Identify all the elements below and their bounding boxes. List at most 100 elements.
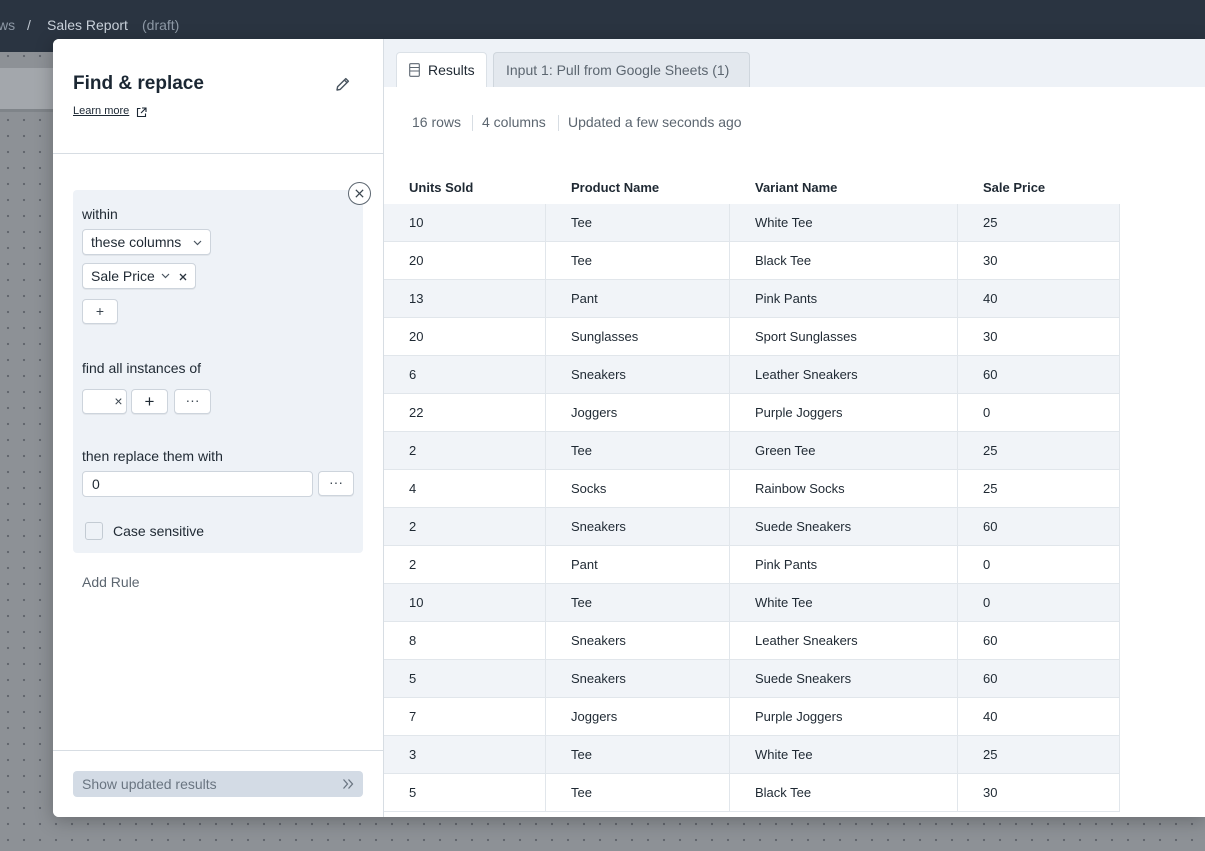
learn-more-link[interactable]: Learn more xyxy=(73,105,130,117)
table-cell[interactable]: 2 xyxy=(409,443,417,458)
column-divider xyxy=(545,318,546,356)
table-cell[interactable]: Sneakers xyxy=(571,633,626,648)
table-cell[interactable]: Pant xyxy=(571,291,598,306)
table-cell[interactable]: White Tee xyxy=(755,595,813,610)
table-cell[interactable]: White Tee xyxy=(755,215,813,230)
table-cell[interactable]: 25 xyxy=(983,747,998,762)
case-sensitive-checkbox[interactable] xyxy=(85,522,103,540)
table-cell[interactable]: 10 xyxy=(409,215,424,230)
column-divider xyxy=(957,432,958,470)
table-cell[interactable]: Pink Pants xyxy=(755,291,818,306)
column-header[interactable]: Variant Name xyxy=(755,180,838,195)
table-cell[interactable]: 20 xyxy=(409,253,424,268)
breadcrumb-previous[interactable]: ws xyxy=(0,17,16,33)
replace-value-input[interactable] xyxy=(82,471,313,497)
table-cell[interactable]: 60 xyxy=(983,633,998,648)
table-cell[interactable]: 60 xyxy=(983,519,998,534)
table-cell[interactable]: 3 xyxy=(409,747,417,762)
remove-rule-button[interactable] xyxy=(348,182,371,205)
table-cell[interactable]: Sunglasses xyxy=(571,329,639,344)
add-rule-button[interactable]: Add Rule xyxy=(82,574,140,590)
tab-input-google-sheets[interactable]: Input 1: Pull from Google Sheets (1) xyxy=(493,52,750,87)
table-cell[interactable]: 13 xyxy=(409,291,424,306)
column-divider xyxy=(957,660,958,698)
table-cell[interactable]: Pant xyxy=(571,557,598,572)
table-cell[interactable]: Suede Sneakers xyxy=(755,519,852,534)
column-header[interactable]: Sale Price xyxy=(983,180,1046,195)
table-cell[interactable]: 0 xyxy=(983,405,991,420)
table-cell[interactable]: 25 xyxy=(983,481,998,496)
table-cell[interactable]: Purple Joggers xyxy=(755,709,843,724)
table-cell[interactable]: 0 xyxy=(983,595,991,610)
table-cell[interactable]: 30 xyxy=(983,785,998,800)
table-cell[interactable]: Tee xyxy=(571,443,592,458)
table-cell[interactable]: Sneakers xyxy=(571,367,626,382)
replace-more-button[interactable]: ··· xyxy=(318,471,354,496)
table-cell[interactable]: Tee xyxy=(571,785,592,800)
table-cell[interactable]: Suede Sneakers xyxy=(755,671,852,686)
table-cell[interactable]: Tee xyxy=(571,747,592,762)
column-header[interactable]: Units Sold xyxy=(409,180,474,195)
table-cell[interactable]: 25 xyxy=(983,443,998,458)
table-cell[interactable]: 0 xyxy=(983,557,991,572)
table-cell[interactable]: 60 xyxy=(983,671,998,686)
column-divider xyxy=(729,242,730,280)
column-chip[interactable]: Sale Price xyxy=(82,263,196,289)
pencil-icon[interactable] xyxy=(334,75,352,93)
column-divider xyxy=(545,660,546,698)
column-divider xyxy=(729,660,730,698)
show-updated-results-button[interactable]: Show updated results xyxy=(73,771,363,797)
table-cell[interactable]: 30 xyxy=(983,329,998,344)
add-find-value-button[interactable]: + xyxy=(131,389,168,414)
table-cell[interactable]: 60 xyxy=(983,367,998,382)
report-title[interactable]: Sales Report xyxy=(47,17,128,33)
table-cell[interactable]: Leather Sneakers xyxy=(755,633,858,648)
add-column-button[interactable]: + xyxy=(82,299,118,324)
table-cell[interactable]: Tee xyxy=(571,253,592,268)
table-cell[interactable]: 7 xyxy=(409,709,417,724)
table-cell[interactable]: Rainbow Socks xyxy=(755,481,845,496)
tab-results-label: Results xyxy=(428,62,475,78)
table-cell[interactable]: 40 xyxy=(983,709,998,724)
table-cell[interactable]: Black Tee xyxy=(755,253,812,268)
table-cell[interactable]: Green Tee xyxy=(755,443,816,458)
table-cell[interactable]: 8 xyxy=(409,633,417,648)
find-more-button[interactable]: ··· xyxy=(174,389,211,414)
table-cell[interactable]: Sport Sunglasses xyxy=(755,329,857,344)
table-cell[interactable]: Joggers xyxy=(571,405,618,420)
table-cell[interactable]: Socks xyxy=(571,481,607,496)
column-header[interactable]: Product Name xyxy=(571,180,660,195)
table-cell[interactable]: 30 xyxy=(983,253,998,268)
table-cell[interactable]: 25 xyxy=(983,215,998,230)
tab-results[interactable]: Results xyxy=(396,52,487,87)
table-cell[interactable]: 40 xyxy=(983,291,998,306)
table-cell[interactable]: Purple Joggers xyxy=(755,405,843,420)
table-cell[interactable]: Joggers xyxy=(571,709,618,724)
column-divider xyxy=(545,736,546,774)
table-cell[interactable]: White Tee xyxy=(755,747,813,762)
table-cell[interactable]: 5 xyxy=(409,785,417,800)
find-value-clear-button[interactable]: × xyxy=(82,389,127,414)
table-cell[interactable]: 2 xyxy=(409,557,417,572)
column-divider xyxy=(545,584,546,622)
table-cell[interactable]: 20 xyxy=(409,329,424,344)
table-cell[interactable]: Sneakers xyxy=(571,519,626,534)
step-title: Find & replace xyxy=(73,73,204,94)
table-cell[interactable]: 4 xyxy=(409,481,417,496)
table-row: 8 Sneakers Leather Sneakers 60 xyxy=(384,622,1120,660)
table-cell[interactable]: 5 xyxy=(409,671,417,686)
table-cell[interactable]: Sneakers xyxy=(571,671,626,686)
scope-select[interactable]: these columns xyxy=(82,229,211,255)
table-cell[interactable]: Leather Sneakers xyxy=(755,367,858,382)
table-cell[interactable]: 10 xyxy=(409,595,424,610)
table-cell[interactable]: 22 xyxy=(409,405,424,420)
table-cell[interactable]: Pink Pants xyxy=(755,557,818,572)
table-cell[interactable]: 2 xyxy=(409,519,417,534)
table-cell[interactable]: 6 xyxy=(409,367,417,382)
column-divider xyxy=(729,774,730,812)
table-cell[interactable]: Black Tee xyxy=(755,785,812,800)
show-updated-results-label: Show updated results xyxy=(82,776,217,792)
table-cell[interactable]: Tee xyxy=(571,215,592,230)
table-cell[interactable]: Tee xyxy=(571,595,592,610)
close-icon[interactable] xyxy=(179,273,187,281)
